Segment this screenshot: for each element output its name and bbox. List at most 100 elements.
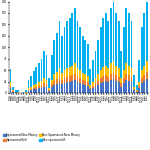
- Bar: [35, 89, 37, 93]
- Bar: [10, 87, 11, 93]
- Bar: [123, 70, 125, 78]
- Bar: [133, 90, 135, 93]
- Bar: [25, 90, 27, 92]
- Bar: [51, 55, 53, 80]
- Bar: [66, 68, 68, 76]
- Bar: [33, 72, 35, 85]
- Bar: [33, 88, 35, 89]
- Bar: [144, 13, 145, 66]
- Bar: [38, 86, 40, 88]
- Bar: [87, 44, 89, 76]
- Bar: [97, 85, 99, 93]
- Bar: [115, 81, 117, 93]
- Bar: [133, 87, 135, 89]
- Bar: [76, 68, 78, 76]
- Bar: [118, 82, 120, 93]
- Bar: [138, 88, 140, 93]
- Bar: [53, 85, 55, 93]
- Bar: [61, 73, 63, 80]
- Bar: [87, 86, 89, 93]
- Bar: [48, 91, 50, 93]
- Bar: [17, 92, 19, 93]
- Bar: [110, 8, 112, 63]
- Bar: [133, 75, 135, 87]
- Bar: [118, 21, 120, 68]
- Bar: [38, 88, 40, 93]
- Bar: [131, 21, 132, 68]
- Bar: [131, 82, 132, 93]
- Bar: [144, 75, 145, 81]
- Bar: [89, 87, 91, 89]
- Bar: [43, 87, 45, 93]
- Bar: [120, 87, 122, 93]
- Bar: [58, 82, 60, 93]
- Bar: [87, 82, 89, 86]
- Bar: [136, 92, 138, 93]
- Bar: [64, 27, 66, 70]
- Bar: [35, 84, 37, 87]
- Bar: [33, 85, 35, 88]
- Bar: [123, 83, 125, 93]
- Bar: [51, 80, 53, 84]
- Bar: [89, 85, 91, 87]
- Bar: [64, 70, 66, 78]
- Bar: [141, 70, 143, 78]
- Bar: [43, 51, 45, 78]
- Bar: [105, 13, 107, 66]
- Bar: [71, 66, 73, 75]
- Bar: [74, 80, 76, 93]
- Bar: [138, 82, 140, 86]
- Bar: [97, 40, 99, 74]
- Bar: [46, 80, 48, 84]
- Bar: [69, 82, 71, 93]
- Bar: [74, 8, 76, 63]
- Bar: [56, 72, 58, 79]
- Bar: [74, 63, 76, 74]
- Bar: [79, 70, 81, 78]
- Bar: [76, 76, 78, 82]
- Bar: [110, 80, 112, 93]
- Bar: [43, 83, 45, 87]
- Bar: [12, 91, 14, 92]
- Bar: [110, 63, 112, 74]
- Bar: [118, 68, 120, 76]
- Bar: [48, 78, 50, 88]
- Bar: [66, 82, 68, 93]
- Bar: [113, 79, 114, 93]
- Bar: [136, 85, 138, 90]
- Bar: [30, 87, 32, 89]
- Bar: [133, 89, 135, 90]
- Bar: [69, 18, 71, 67]
- Bar: [100, 78, 102, 83]
- Bar: [40, 81, 42, 85]
- Bar: [33, 89, 35, 93]
- Bar: [123, 78, 125, 83]
- Bar: [100, 70, 102, 78]
- Bar: [79, 83, 81, 93]
- Bar: [56, 84, 58, 93]
- Bar: [84, 74, 86, 81]
- Bar: [92, 82, 94, 86]
- Bar: [74, 74, 76, 80]
- Bar: [58, 21, 60, 68]
- Bar: [71, 13, 73, 66]
- Bar: [128, 81, 130, 93]
- Bar: [144, 81, 145, 93]
- Bar: [128, 13, 130, 66]
- Bar: [131, 68, 132, 76]
- Bar: [107, 68, 109, 76]
- Bar: [136, 91, 138, 92]
- Bar: [136, 90, 138, 91]
- Bar: [79, 27, 81, 70]
- Bar: [102, 18, 104, 67]
- Bar: [46, 55, 48, 80]
- Bar: [40, 87, 42, 93]
- Bar: [82, 84, 84, 93]
- Bar: [100, 83, 102, 93]
- Bar: [56, 33, 58, 72]
- Bar: [48, 88, 50, 90]
- Bar: [138, 86, 140, 88]
- Bar: [66, 21, 68, 68]
- Bar: [66, 76, 68, 82]
- Bar: [12, 87, 14, 90]
